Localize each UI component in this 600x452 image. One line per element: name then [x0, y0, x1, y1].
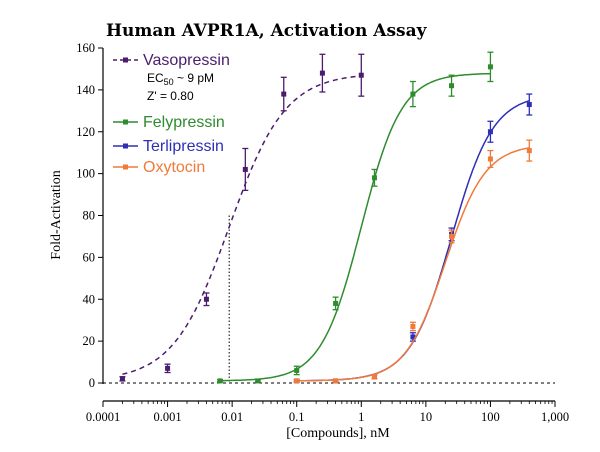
ec50-annotation: EC50 ~ 9 pM — [147, 71, 214, 87]
data-point — [358, 72, 364, 78]
series-curve-oxytocin — [296, 147, 530, 382]
data-point — [119, 376, 125, 382]
x-tick-label: 1,000 — [541, 410, 569, 424]
data-point — [242, 166, 248, 172]
data-point — [410, 334, 416, 340]
data-point — [526, 102, 532, 108]
data-point — [371, 175, 377, 181]
y-tick-label: 40 — [83, 292, 96, 306]
data-point — [294, 367, 300, 373]
data-point — [203, 296, 209, 302]
series-curve-felypressin — [220, 72, 491, 382]
x-tick-label: 1 — [358, 410, 364, 424]
legend-label: Vasopressin — [143, 52, 230, 69]
data-point — [165, 365, 171, 371]
x-axis-label: [Compounds], nM — [286, 426, 390, 441]
chart-title: Human AVPR1A, Activation Assay — [106, 21, 428, 41]
y-tick-label: 140 — [76, 83, 95, 97]
y-tick-label: 0 — [89, 376, 95, 390]
x-tick-label: 10 — [420, 410, 433, 424]
data-point — [294, 378, 300, 384]
data-point — [449, 83, 455, 89]
data-point — [319, 70, 325, 76]
data-point — [449, 233, 455, 239]
legend-marker — [123, 57, 128, 63]
data-point — [526, 148, 532, 154]
x-tick-label: 100 — [481, 410, 500, 424]
legend-label: Oxytocin — [143, 159, 205, 176]
data-point — [333, 378, 339, 384]
x-tick-label: 0.0001 — [86, 410, 120, 424]
legend-marker — [123, 164, 128, 170]
y-tick-label: 60 — [83, 250, 96, 264]
data-point — [487, 64, 493, 70]
y-tick-label: 120 — [76, 125, 95, 139]
y-axis-label: Fold-Activation — [49, 170, 64, 259]
data-point — [281, 91, 287, 97]
data-point — [255, 378, 261, 384]
x-tick-label: 0.01 — [221, 410, 243, 424]
data-point — [410, 91, 416, 97]
y-tick-label: 100 — [76, 167, 95, 181]
y-tick-label: 160 — [76, 41, 95, 55]
legend-label: Terlipressin — [143, 138, 224, 155]
y-tick-label: 80 — [83, 209, 96, 223]
x-tick-label: 0.001 — [154, 410, 182, 424]
data-point — [217, 378, 223, 384]
data-point — [487, 156, 493, 162]
legend-marker — [123, 119, 128, 125]
plot-area: 0 20 40 60 80 100 120 140 160 0.0001 0.001 0.01 0.1 1… — [76, 41, 569, 424]
z-prime-annotation: Z' = 0.80 — [147, 89, 194, 103]
legend-label: Felypressin — [143, 114, 225, 131]
data-point — [333, 300, 339, 306]
x-tick-label: 0.1 — [289, 410, 305, 424]
y-tick-label: 20 — [83, 334, 96, 348]
legend-marker — [123, 143, 128, 149]
data-point — [487, 129, 493, 135]
data-point — [371, 374, 377, 380]
data-point — [410, 323, 416, 329]
series-curve-vasopressin — [122, 75, 362, 375]
